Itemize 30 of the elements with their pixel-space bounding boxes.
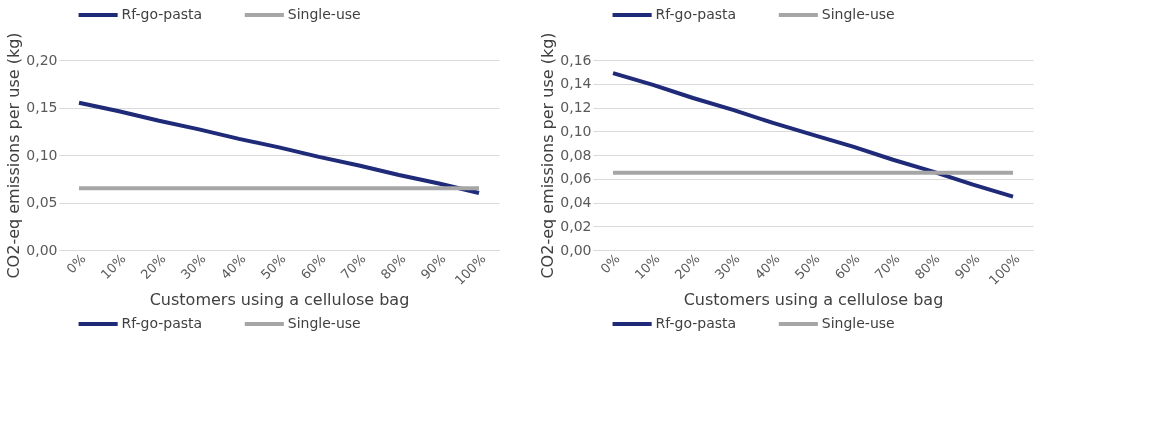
y-tick-label: 0,12	[560, 99, 592, 115]
y-tick-label: 0,04	[560, 194, 592, 210]
legend-label: Single-use	[287, 315, 361, 331]
y-tick-label: 0,00	[560, 241, 592, 258]
line-series	[611, 71, 1015, 199]
legend-label: Rf-go-pasta	[655, 6, 737, 22]
y-tick-label: 0,06	[560, 170, 592, 187]
y-tick-label: 0,02	[560, 217, 592, 234]
x-axis-title: Customers using a cellulose bag	[149, 289, 410, 309]
y-tick-label: 0,15	[26, 99, 58, 115]
y-tick-label: 0,10	[560, 122, 592, 139]
y-tick-label: 0,20	[26, 51, 58, 68]
y-axis-title: CO2-eq emissions per use (kg)	[4, 32, 24, 279]
y-tick-label: 0,10	[26, 146, 58, 163]
text: Rf-go-pasta	[655, 315, 737, 331]
x-axis-title: Customers using a cellulose bag	[683, 289, 944, 309]
y-tick-label: 0,14	[560, 75, 592, 92]
y-tick-label: 0,08	[560, 146, 592, 163]
y-axis-title: CO2-eq emissions per use (kg)	[538, 32, 558, 279]
y-tick-label: 0,00	[26, 241, 58, 258]
legend-label: Single-use	[821, 315, 895, 331]
y-tick-label: 0,16	[560, 51, 592, 68]
text: Single-use	[821, 6, 895, 22]
y-tick-label: 0,05	[26, 194, 58, 210]
x-tick-label: 0%	[63, 251, 89, 277]
x-tick-label: 0%	[597, 251, 623, 277]
text: Single-use	[287, 6, 361, 22]
legend-label: Rf-go-pasta	[121, 6, 203, 22]
line-series	[77, 100, 481, 195]
text: Rf-go-pasta	[121, 315, 203, 331]
